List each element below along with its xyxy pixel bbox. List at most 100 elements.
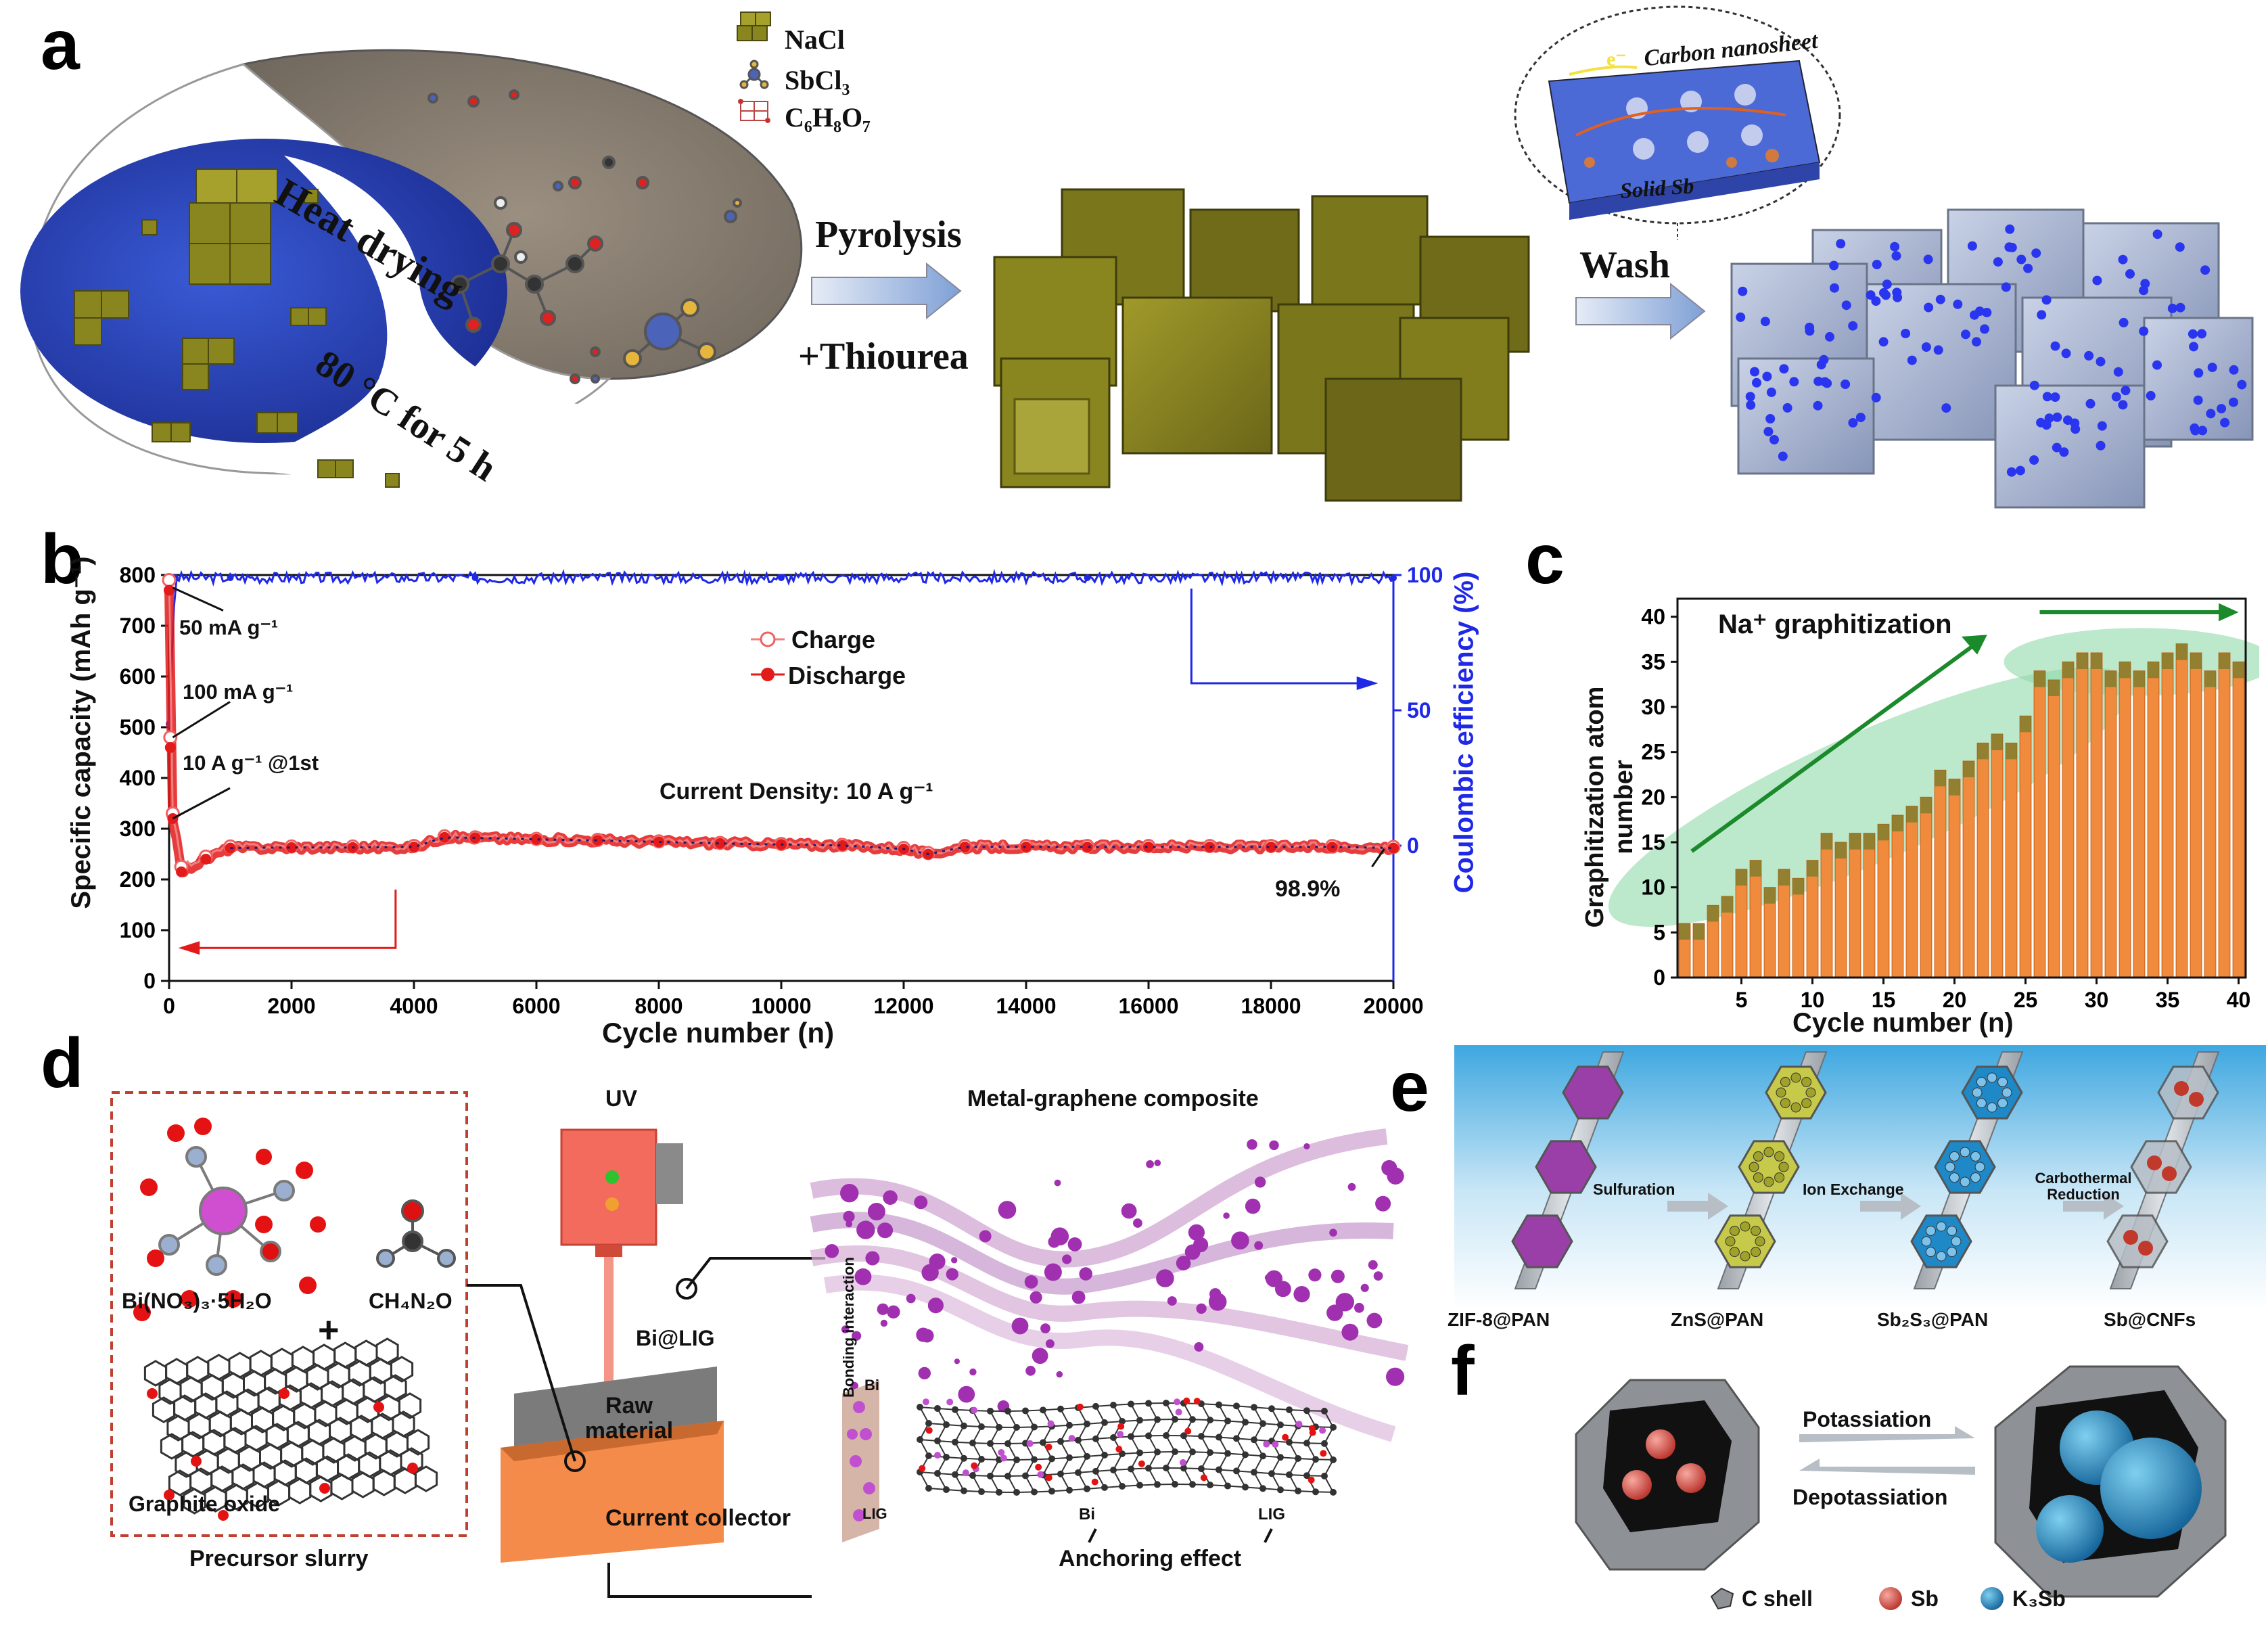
ce-point (471, 574, 479, 581)
product-sb-cnfs: Sb@CNFs (2104, 1309, 2196, 1330)
sb-dot (1841, 380, 1851, 389)
bar (1863, 833, 1876, 978)
bar-top (1906, 806, 1918, 823)
oxygen-group (319, 1483, 330, 1494)
dopant-atom (1183, 1397, 1190, 1404)
sb-particle (2162, 1166, 2177, 1181)
bonding-sheet (842, 1380, 879, 1542)
bar-top (2119, 662, 2131, 679)
annotation-100mA: 100 mA g⁻¹ (183, 680, 294, 704)
ring-bead (1729, 1247, 1740, 1258)
legend-k3sb-label: K₃Sb (2012, 1586, 2066, 1611)
panel-e-illustration (1454, 1045, 2266, 1309)
oxygen-group (218, 1510, 229, 1521)
x-tick-label: 20000 (1364, 994, 1424, 1018)
legend-cshell-label: C shell (1742, 1586, 1813, 1611)
bi-particle (951, 1257, 958, 1264)
dopant-atom (946, 1398, 954, 1406)
sb-dot (1805, 326, 1815, 336)
step-ion-exchange: Ion Exchange (1803, 1180, 1904, 1198)
carbon-ring (152, 1396, 176, 1423)
sb-dot (2050, 341, 2060, 351)
y-tick-label-c: 30 (1641, 695, 1665, 719)
bi-particle (854, 1268, 872, 1285)
ring-bead (1790, 1102, 1801, 1113)
xlabel-c: Cycle number (n) (1792, 1008, 2014, 1038)
citric-acid-legend-icon (738, 99, 770, 123)
sb-dot (2029, 455, 2039, 465)
bi-particle (958, 1385, 975, 1403)
dopant-atom (1320, 1450, 1327, 1457)
ring-bead (1749, 1162, 1759, 1172)
ring-bead (1751, 1225, 1761, 1236)
sb-dot (2052, 412, 2062, 422)
x-tick-label-c: 5 (1736, 988, 1748, 1012)
sb-dot (2092, 275, 2102, 285)
sb-dot (1967, 241, 1977, 251)
sb-nanoparticle-dots (1736, 224, 2247, 477)
sb-dot (1871, 392, 1881, 403)
legend-charge-marker (760, 631, 776, 647)
y-right-tick-label: 0 (1407, 833, 1419, 858)
bi-particle (1156, 1269, 1174, 1287)
dopant-atom (971, 1462, 978, 1469)
sb-dot (1901, 329, 1911, 338)
sb-dot (1890, 242, 1900, 252)
carbon-ring (351, 1471, 375, 1498)
product-zns-pan: ZnS@PAN (1671, 1309, 1764, 1330)
sb-dot (1923, 254, 1933, 265)
carbon-ring (398, 1392, 422, 1419)
sb-dot (2175, 302, 2185, 313)
sb-dot (1872, 260, 1882, 269)
legend-sb-label: Sb (1911, 1586, 1939, 1611)
dopant-atom (1045, 1443, 1052, 1450)
right-axis-arrowhead (1356, 676, 1379, 690)
x-tick-label-c: 40 (2227, 988, 2251, 1012)
ring-bead (1987, 1072, 1997, 1083)
panel-label-c: c (1525, 520, 1565, 599)
sb-dot (1830, 283, 1839, 293)
sb-dot (2193, 395, 2203, 405)
sb-dot (2188, 329, 2198, 339)
sb-dot (2229, 365, 2239, 375)
discharge-point (837, 840, 848, 851)
graphite-oxide-sheet (143, 1337, 438, 1521)
bar (1920, 796, 1933, 978)
x-tick-label: 8000 (634, 994, 682, 1018)
sb-dot (2198, 426, 2208, 436)
bar (2175, 643, 2188, 978)
bi-particle (918, 1367, 931, 1380)
sb-dot (1760, 317, 1770, 327)
sb-dot (1736, 312, 1746, 322)
bi-particle (887, 1305, 900, 1318)
y-tick-label: 0 (143, 969, 156, 993)
dopant-atom (1026, 1440, 1034, 1447)
bar (1849, 833, 1861, 978)
sb-dot (2118, 254, 2128, 265)
current-collector-label: Current collector (605, 1505, 791, 1531)
discharge-point (1266, 842, 1276, 852)
bi-particle (1373, 1271, 1383, 1281)
bar-top (1977, 743, 1989, 760)
urea-molecule (376, 1199, 456, 1268)
sb-dot (2061, 348, 2071, 359)
bar (1806, 860, 1819, 978)
bi-particle (883, 1190, 898, 1205)
sb-dot (1961, 329, 1970, 340)
legend-discharge-marker (761, 668, 774, 681)
potassiation-label: Potassiation (1803, 1407, 1932, 1431)
discharge-point (409, 842, 419, 852)
panel-c-chart: 0 5 10 15 20 25 30 35 40 5 10 15 20 25 30 35 40 (1608, 597, 2259, 1012)
sb-dot (2084, 350, 2094, 361)
bar-top (1864, 833, 1875, 850)
sb-dot (1822, 378, 1832, 388)
legend-discharge-label: Discharge (788, 662, 906, 689)
dopant-atom (1263, 1440, 1270, 1448)
sb-dot (1746, 400, 1756, 410)
sb-dot (1750, 367, 1759, 377)
carbon-cube-cluster (993, 188, 1530, 502)
sb-dot (2200, 265, 2211, 275)
precursor-box (110, 1091, 468, 1537)
bi-particle (1194, 1342, 1204, 1352)
y-tick-label: 800 (120, 563, 156, 587)
